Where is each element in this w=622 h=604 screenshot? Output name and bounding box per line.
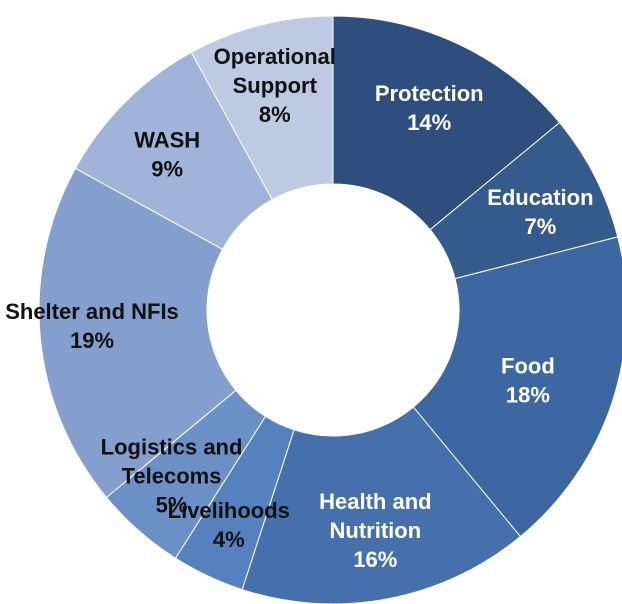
slice-protection (332, 15, 561, 231)
label-line-education-1: 7% (524, 214, 556, 239)
label-line-health-and-nutrition-2: 16% (353, 547, 397, 572)
label-education: Education 7% (487, 185, 593, 239)
label-line-shelter-and-nfis-0: Shelter and NFIs (5, 299, 179, 324)
label-line-education-0: Education (487, 185, 593, 210)
label-line-logistics-and-telecoms-0: Logistics and (101, 435, 243, 460)
label-line-wash-1: 9% (151, 157, 183, 182)
label-line-operational-support-2: 8% (259, 102, 291, 127)
label-line-livelihoods-1: 4% (213, 527, 245, 552)
label-line-protection-1: 14% (407, 110, 451, 135)
label-operational-support: Operational Support 8% (214, 44, 336, 127)
label-line-food-0: Food (501, 353, 555, 378)
label-line-health-and-nutrition-1: Nutrition (330, 518, 422, 543)
label-protection: Protection 14% (375, 81, 484, 135)
label-line-logistics-and-telecoms-2: 5% (156, 493, 188, 518)
slice-shelter-and-nfis (38, 167, 237, 499)
label-line-livelihoods-0: Livelihoods (168, 498, 290, 523)
label-line-health-and-nutrition-0: Health and (319, 489, 431, 514)
label-line-operational-support-0: Operational (214, 44, 336, 69)
label-line-shelter-and-nfis-1: 19% (70, 328, 114, 353)
label-line-logistics-and-telecoms-1: Telecoms (122, 464, 222, 489)
label-livelihoods: Livelihoods 4% (168, 498, 290, 552)
label-line-operational-support-1: Support (233, 73, 318, 98)
label-line-wash-0: WASH (134, 128, 200, 153)
label-wash: WASH 9% (134, 128, 200, 182)
label-shelter-and-nfis: Shelter and NFIs 19% (5, 299, 179, 353)
label-health-and-nutrition: Health and Nutrition 16% (319, 489, 431, 572)
label-line-protection-0: Protection (375, 81, 484, 106)
slice-operational-support (190, 15, 334, 201)
label-food: Food 18% (501, 353, 555, 407)
label-line-food-1: 18% (506, 382, 550, 407)
slice-health-and-nutrition (241, 406, 522, 604)
label-logistics-and-telecoms: Logistics and Telecoms 5% (101, 435, 243, 518)
slice-food (412, 236, 622, 538)
